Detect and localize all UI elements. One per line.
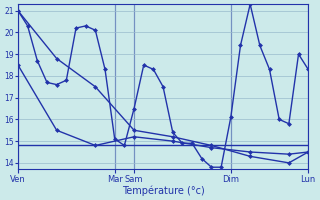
X-axis label: Température (°c): Température (°c): [122, 185, 204, 196]
